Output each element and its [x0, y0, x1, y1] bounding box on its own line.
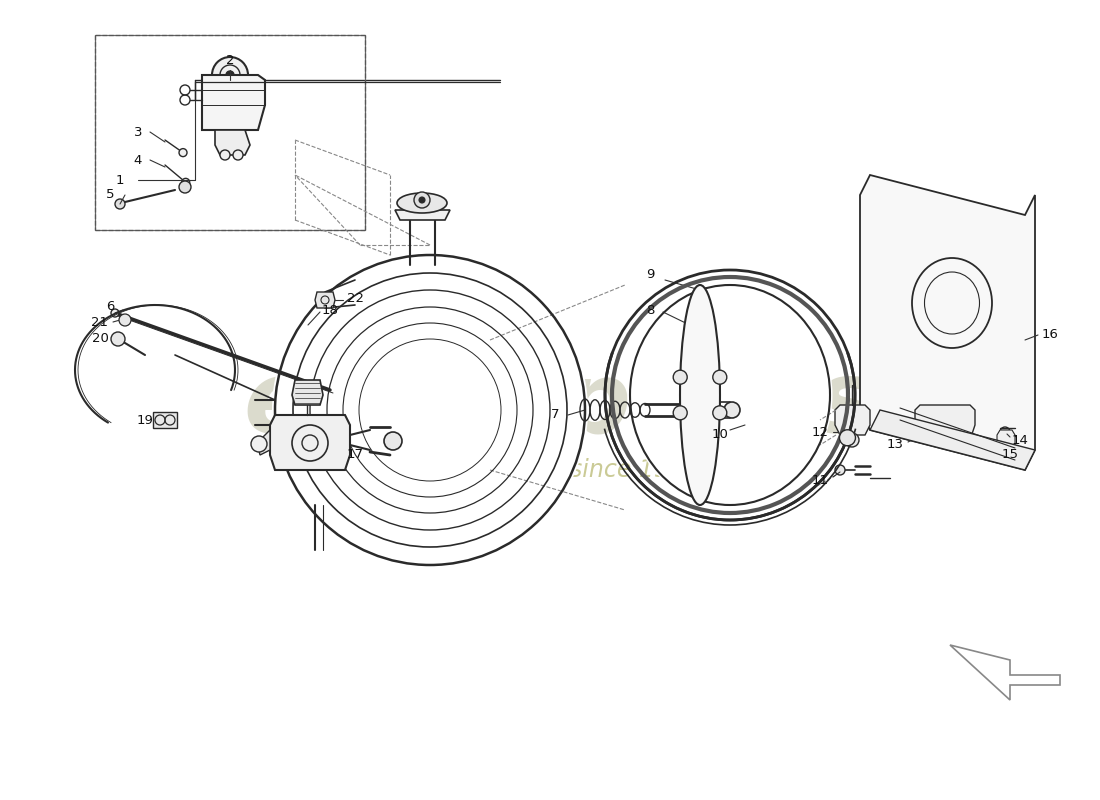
- Text: 19: 19: [136, 414, 153, 426]
- Polygon shape: [915, 405, 975, 440]
- Text: a passion for parts since 1985: a passion for parts since 1985: [342, 458, 698, 482]
- Circle shape: [179, 149, 187, 157]
- Text: 8: 8: [646, 303, 654, 317]
- Circle shape: [835, 465, 845, 475]
- Circle shape: [414, 192, 430, 208]
- Circle shape: [212, 57, 248, 93]
- Circle shape: [226, 71, 234, 79]
- Polygon shape: [395, 210, 450, 220]
- Text: 22: 22: [346, 291, 363, 305]
- Ellipse shape: [397, 193, 447, 213]
- Polygon shape: [835, 405, 870, 435]
- Text: 14: 14: [1012, 434, 1028, 446]
- Circle shape: [251, 436, 267, 452]
- Text: 12: 12: [812, 426, 828, 438]
- Circle shape: [713, 370, 727, 384]
- Circle shape: [233, 150, 243, 160]
- Polygon shape: [870, 410, 1035, 470]
- Polygon shape: [860, 175, 1035, 470]
- Text: 11: 11: [812, 474, 828, 486]
- Circle shape: [220, 150, 230, 160]
- Polygon shape: [685, 402, 705, 418]
- Polygon shape: [270, 415, 350, 470]
- Text: 7: 7: [551, 409, 559, 422]
- Text: 15: 15: [1001, 449, 1019, 462]
- Circle shape: [713, 406, 727, 420]
- Text: 10: 10: [712, 429, 728, 442]
- Circle shape: [845, 433, 859, 447]
- Text: 21: 21: [91, 315, 109, 329]
- Polygon shape: [257, 430, 270, 455]
- Text: 13: 13: [887, 438, 903, 451]
- Circle shape: [111, 332, 125, 346]
- Polygon shape: [315, 292, 336, 308]
- Ellipse shape: [627, 282, 833, 507]
- Polygon shape: [997, 430, 1015, 450]
- Text: 4: 4: [134, 154, 142, 166]
- Circle shape: [384, 432, 402, 450]
- Circle shape: [419, 197, 425, 203]
- Polygon shape: [292, 380, 323, 405]
- Circle shape: [111, 309, 119, 317]
- Text: 1: 1: [116, 174, 124, 186]
- Circle shape: [272, 252, 588, 568]
- Text: 16: 16: [1042, 329, 1058, 342]
- Ellipse shape: [680, 285, 720, 505]
- Circle shape: [724, 402, 740, 418]
- Text: 20: 20: [91, 331, 109, 345]
- Polygon shape: [202, 75, 265, 130]
- Polygon shape: [153, 412, 177, 428]
- Circle shape: [673, 406, 688, 420]
- Text: 5: 5: [106, 189, 114, 202]
- Text: 2: 2: [226, 54, 234, 66]
- Circle shape: [673, 370, 688, 384]
- Circle shape: [116, 199, 125, 209]
- Text: 18: 18: [321, 303, 339, 317]
- Text: 6: 6: [106, 301, 114, 314]
- Text: 9: 9: [646, 269, 654, 282]
- Circle shape: [119, 314, 131, 326]
- Circle shape: [182, 178, 189, 186]
- Text: eurospares: eurospares: [244, 357, 877, 454]
- Text: 3: 3: [134, 126, 142, 138]
- Text: 17: 17: [346, 449, 363, 462]
- Circle shape: [179, 181, 191, 193]
- Circle shape: [1000, 427, 1010, 437]
- Polygon shape: [214, 130, 250, 155]
- Circle shape: [839, 430, 856, 446]
